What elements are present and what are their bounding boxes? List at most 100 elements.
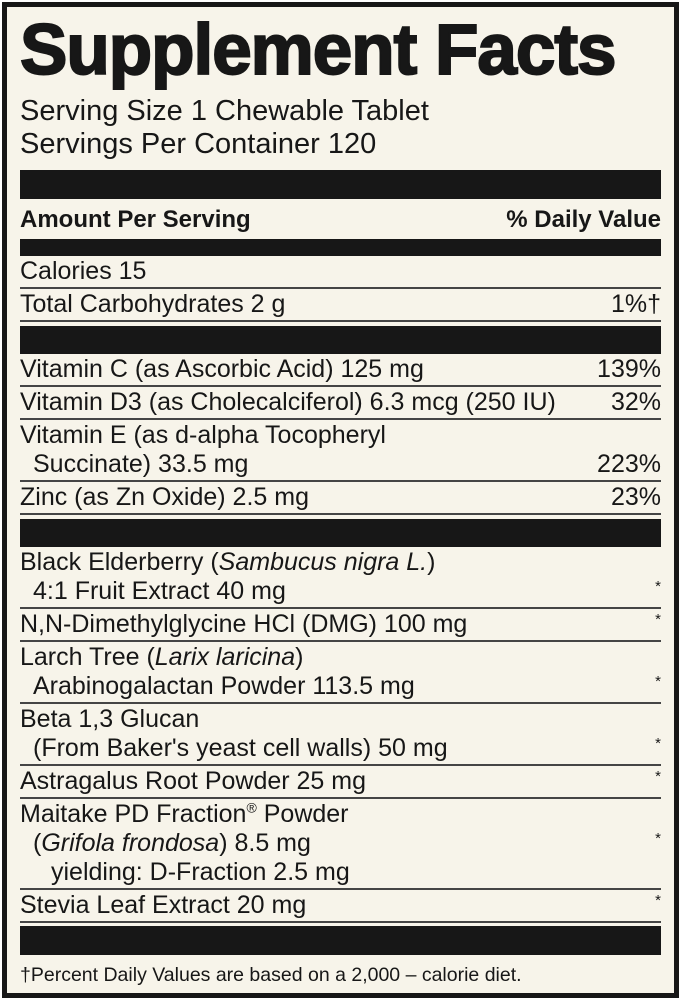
row-larch-tree: Larch Tree (Larix laricina) Arabinogalact…	[20, 642, 661, 704]
text-segment: Zinc (as Zn Oxide) 2.5 mg	[20, 483, 309, 511]
nutrient-text: Maitake PD Fraction® Powder	[20, 800, 349, 829]
nutrient-text: Beta 1,3 Glucan	[20, 705, 199, 734]
nutrient-line: Maitake PD Fraction® Powder	[20, 800, 661, 829]
text-segment: (	[33, 829, 42, 857]
label-title: Supplement Facts	[19, 11, 618, 90]
daily-value-asterisk: *	[655, 611, 661, 628]
row-beta-glucan: Beta 1,3 Glucan (From Baker's yeast cell …	[20, 704, 661, 766]
text-segment: N,N-Dimethylglycine HCl (DMG) 100 mg	[20, 610, 468, 638]
nutrient-line: Vitamin C (as Ascorbic Acid) 125 mg 139%	[20, 355, 661, 384]
nutrient-text: yielding: D-Fraction 2.5 mg	[51, 858, 350, 887]
botanicals-section-bar	[20, 519, 661, 547]
nutrient-line: Vitamin E (as d-alpha Tocopheryl	[20, 421, 661, 450]
text-segment: Vitamin D3 (as Cholecalciferol) 6.3 mcg …	[20, 388, 556, 416]
nutrient-line: Astragalus Root Powder 25 mg *	[20, 767, 661, 796]
nutrient-line: Zinc (as Zn Oxide) 2.5 mg 23%	[20, 483, 661, 512]
text-segment: Vitamin E (as d-alpha Tocopheryl	[20, 421, 386, 449]
nutrient-line: yielding: D-Fraction 2.5 mg	[20, 858, 661, 887]
nutrient-text: (Grifola frondosa) 8.5 mg	[33, 829, 311, 858]
text-segment: (From Baker's yeast cell walls) 50 mg	[33, 734, 448, 762]
nutrient-text: 4:1 Fruit Extract 40 mg	[33, 577, 286, 606]
row-total-carbohydrates: Total Carbohydrates 2 g 1%†	[20, 289, 661, 322]
asterisk-marker: *	[20, 993, 25, 998]
text-segment: )	[295, 643, 304, 671]
text-segment: Larch Tree (	[20, 643, 155, 671]
text-segment: Stevia Leaf Extract 20 mg	[20, 891, 307, 919]
nutrient-line: (From Baker's yeast cell walls) 50 mg *	[20, 734, 661, 763]
daily-value-percent: 139%	[597, 355, 661, 383]
registered-mark: ®	[246, 799, 257, 816]
footnote-text: Percent Daily Values are based on a 2,00…	[30, 964, 522, 986]
row-vitamin-d3: Vitamin D3 (as Cholecalciferol) 6.3 mcg …	[20, 387, 661, 420]
nutrient-line: Vitamin D3 (as Cholecalciferol) 6.3 mcg …	[20, 388, 661, 417]
daily-value-percent: 23%	[610, 483, 661, 511]
row-dimethylglycine: N,N-Dimethylglycine HCl (DMG) 100 mg *	[20, 609, 661, 642]
nutrient-line: Arabinogalactan Powder 113.5 mg *	[20, 672, 661, 701]
daily-value-asterisk: *	[655, 892, 661, 909]
nutrient-line: Total Carbohydrates 2 g 1%†	[20, 290, 661, 319]
nutrient-line: Beta 1,3 Glucan	[20, 705, 661, 734]
text-segment: 4:1 Fruit Extract 40 mg	[33, 577, 286, 605]
text-segment: Succinate) 33.5 mg	[33, 450, 249, 478]
nutrient-line: 4:1 Fruit Extract 40 mg *	[20, 577, 661, 606]
nutrient-text: Zinc (as Zn Oxide) 2.5 mg	[20, 483, 309, 512]
top-divider-bar	[20, 170, 661, 199]
nutrient-text: Larch Tree (Larix laricina)	[20, 643, 303, 672]
vitamins-section-bar	[20, 326, 661, 354]
header-divider-bar	[20, 239, 661, 256]
nutrient-line: N,N-Dimethylglycine HCl (DMG) 100 mg *	[20, 610, 661, 639]
nutrient-text: Calories 15	[20, 257, 146, 286]
nutrient-rows: Calories 15 Total Carbohydrates 2 g 1%† Vit…	[20, 256, 661, 923]
nutrient-text: (From Baker's yeast cell walls) 50 mg	[33, 734, 448, 763]
row-vitamin-e: Vitamin E (as d-alpha Tocopheryl Succinat…	[20, 420, 661, 482]
daily-value-percent: 223%	[597, 450, 661, 478]
text-segment: )	[427, 548, 436, 576]
text-segment: Black Elderberry (	[20, 548, 219, 576]
nutrient-line: Calories 15	[20, 257, 661, 286]
text-segment: Powder	[256, 800, 349, 828]
serving-size: Serving Size 1 Chewable Tablet	[20, 95, 429, 127]
nutrient-line: Black Elderberry (Sambucus nigra L.)	[20, 548, 661, 577]
nutrient-text: Astragalus Root Powder 25 mg	[20, 767, 366, 796]
nutrient-line: (Grifola frondosa) 8.5 mg *	[20, 829, 661, 858]
footnotes: †Percent Daily Values are based on a 2,0…	[20, 955, 661, 999]
footnote-text: Daily Value not established	[25, 996, 259, 999]
text-segment: Arabinogalactan Powder 113.5 mg	[33, 672, 415, 700]
nutrient-line: Larch Tree (Larix laricina)	[20, 643, 661, 672]
daily-value-asterisk: *	[655, 768, 661, 785]
nutrient-text: Arabinogalactan Powder 113.5 mg	[33, 672, 415, 701]
text-segment: ) 8.5 mg	[219, 829, 311, 857]
row-zinc: Zinc (as Zn Oxide) 2.5 mg 23%	[20, 482, 661, 515]
text-segment: Larix laricina	[154, 643, 296, 671]
text-segment: Sambucus nigra L.	[218, 548, 428, 576]
row-calories: Calories 15	[20, 256, 661, 289]
nutrient-text: Succinate) 33.5 mg	[33, 450, 248, 479]
nutrient-line: Stevia Leaf Extract 20 mg *	[20, 891, 661, 920]
nutrient-text: Vitamin C (as Ascorbic Acid) 125 mg	[20, 355, 424, 384]
daily-value-percent: 32%	[610, 388, 661, 416]
daily-value-asterisk: *	[655, 673, 661, 690]
bottom-divider-bar	[20, 926, 661, 955]
dagger-marker: †	[20, 964, 31, 986]
text-segment: Astragalus Root Powder 25 mg	[20, 767, 367, 795]
nutrient-text: Vitamin D3 (as Cholecalciferol) 6.3 mcg …	[20, 388, 556, 417]
text-segment: Grifola frondosa	[41, 829, 220, 857]
text-segment: Vitamin C (as Ascorbic Acid) 125 mg	[20, 355, 424, 383]
daily-value-percent: 1%†	[610, 290, 661, 318]
daily-value-asterisk: *	[655, 578, 661, 595]
row-astragalus: Astragalus Root Powder 25 mg *	[20, 766, 661, 799]
row-maitake: Maitake PD Fraction® Powder (Grifola fron…	[20, 799, 661, 890]
text-segment: yielding: D-Fraction 2.5 mg	[51, 858, 350, 886]
nutrient-text: Stevia Leaf Extract 20 mg	[20, 891, 306, 920]
text-segment: Calories 15	[20, 257, 147, 285]
nutrient-line: Succinate) 33.5 mg 223%	[20, 450, 661, 479]
daily-value-asterisk: *	[655, 830, 661, 847]
daily-value-header: % Daily Value	[506, 206, 661, 233]
column-header-row: Amount Per Serving % Daily Value	[20, 199, 661, 239]
text-segment: Maitake PD Fraction	[20, 800, 247, 828]
nutrient-text: N,N-Dimethylglycine HCl (DMG) 100 mg	[20, 610, 467, 639]
daily-value-asterisk: *	[655, 735, 661, 752]
nutrient-text: Total Carbohydrates 2 g	[20, 290, 285, 319]
text-segment: Beta 1,3 Glucan	[20, 705, 200, 733]
